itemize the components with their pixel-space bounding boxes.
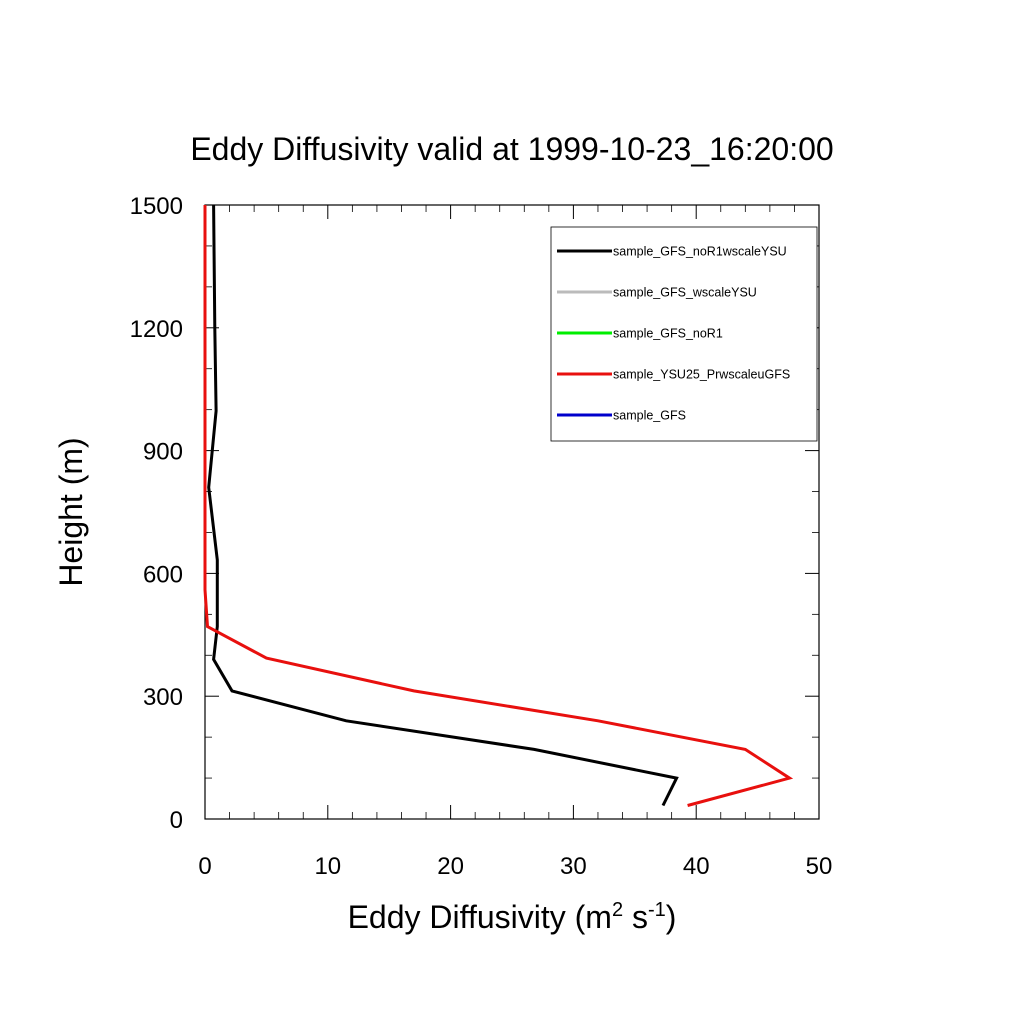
- x-axis-label-sup1: 2: [612, 899, 623, 921]
- x-tick-label: 20: [437, 853, 464, 880]
- legend-label: sample_GFS_noR1wscaleYSU: [613, 245, 787, 259]
- y-axis: 0 300 600 900 1200 1500: [130, 193, 819, 834]
- y-tick-label: 900: [143, 439, 183, 466]
- y-tick-label: 1200: [130, 316, 183, 343]
- x-axis-label-sup2: -1: [648, 899, 666, 921]
- y-tick-label: 300: [143, 684, 183, 711]
- legend: sample_GFS_noR1wscaleYSU sample_GFS_wscal…: [550, 226, 818, 442]
- x-axis-label-middle: s: [623, 899, 648, 935]
- legend-label: sample_GFS_noR1: [613, 327, 723, 341]
- y-tick-label: 0: [170, 807, 183, 834]
- y-axis-label: Height (m): [53, 437, 89, 586]
- x-axis: 0 10 20 30 40 50: [198, 205, 832, 880]
- legend-label: sample_GFS: [613, 409, 686, 423]
- x-tick-label: 10: [314, 853, 341, 880]
- x-axis-label-suffix: ): [666, 899, 677, 935]
- chart-title: Eddy Diffusivity valid at 1999-10-23_16:…: [190, 131, 833, 167]
- legend-label: sample_YSU25_PrwscaleuGFS: [613, 368, 790, 382]
- y-tick-label: 600: [143, 561, 183, 588]
- x-tick-label: 50: [806, 853, 833, 880]
- legend-label: sample_GFS_wscaleYSU: [613, 286, 757, 300]
- x-axis-label-prefix: Eddy Diffusivity (m: [348, 899, 612, 935]
- x-axis-label: Eddy Diffusivity (m2 s-1): [348, 899, 677, 935]
- series-line-4: [203, 205, 794, 807]
- y-tick-label: 1500: [130, 193, 183, 220]
- series-layer: [203, 204, 794, 807]
- series-line-1: [207, 204, 679, 807]
- x-tick-label: 40: [683, 853, 710, 880]
- x-tick-label: 0: [198, 853, 211, 880]
- x-tick-label: 30: [560, 853, 587, 880]
